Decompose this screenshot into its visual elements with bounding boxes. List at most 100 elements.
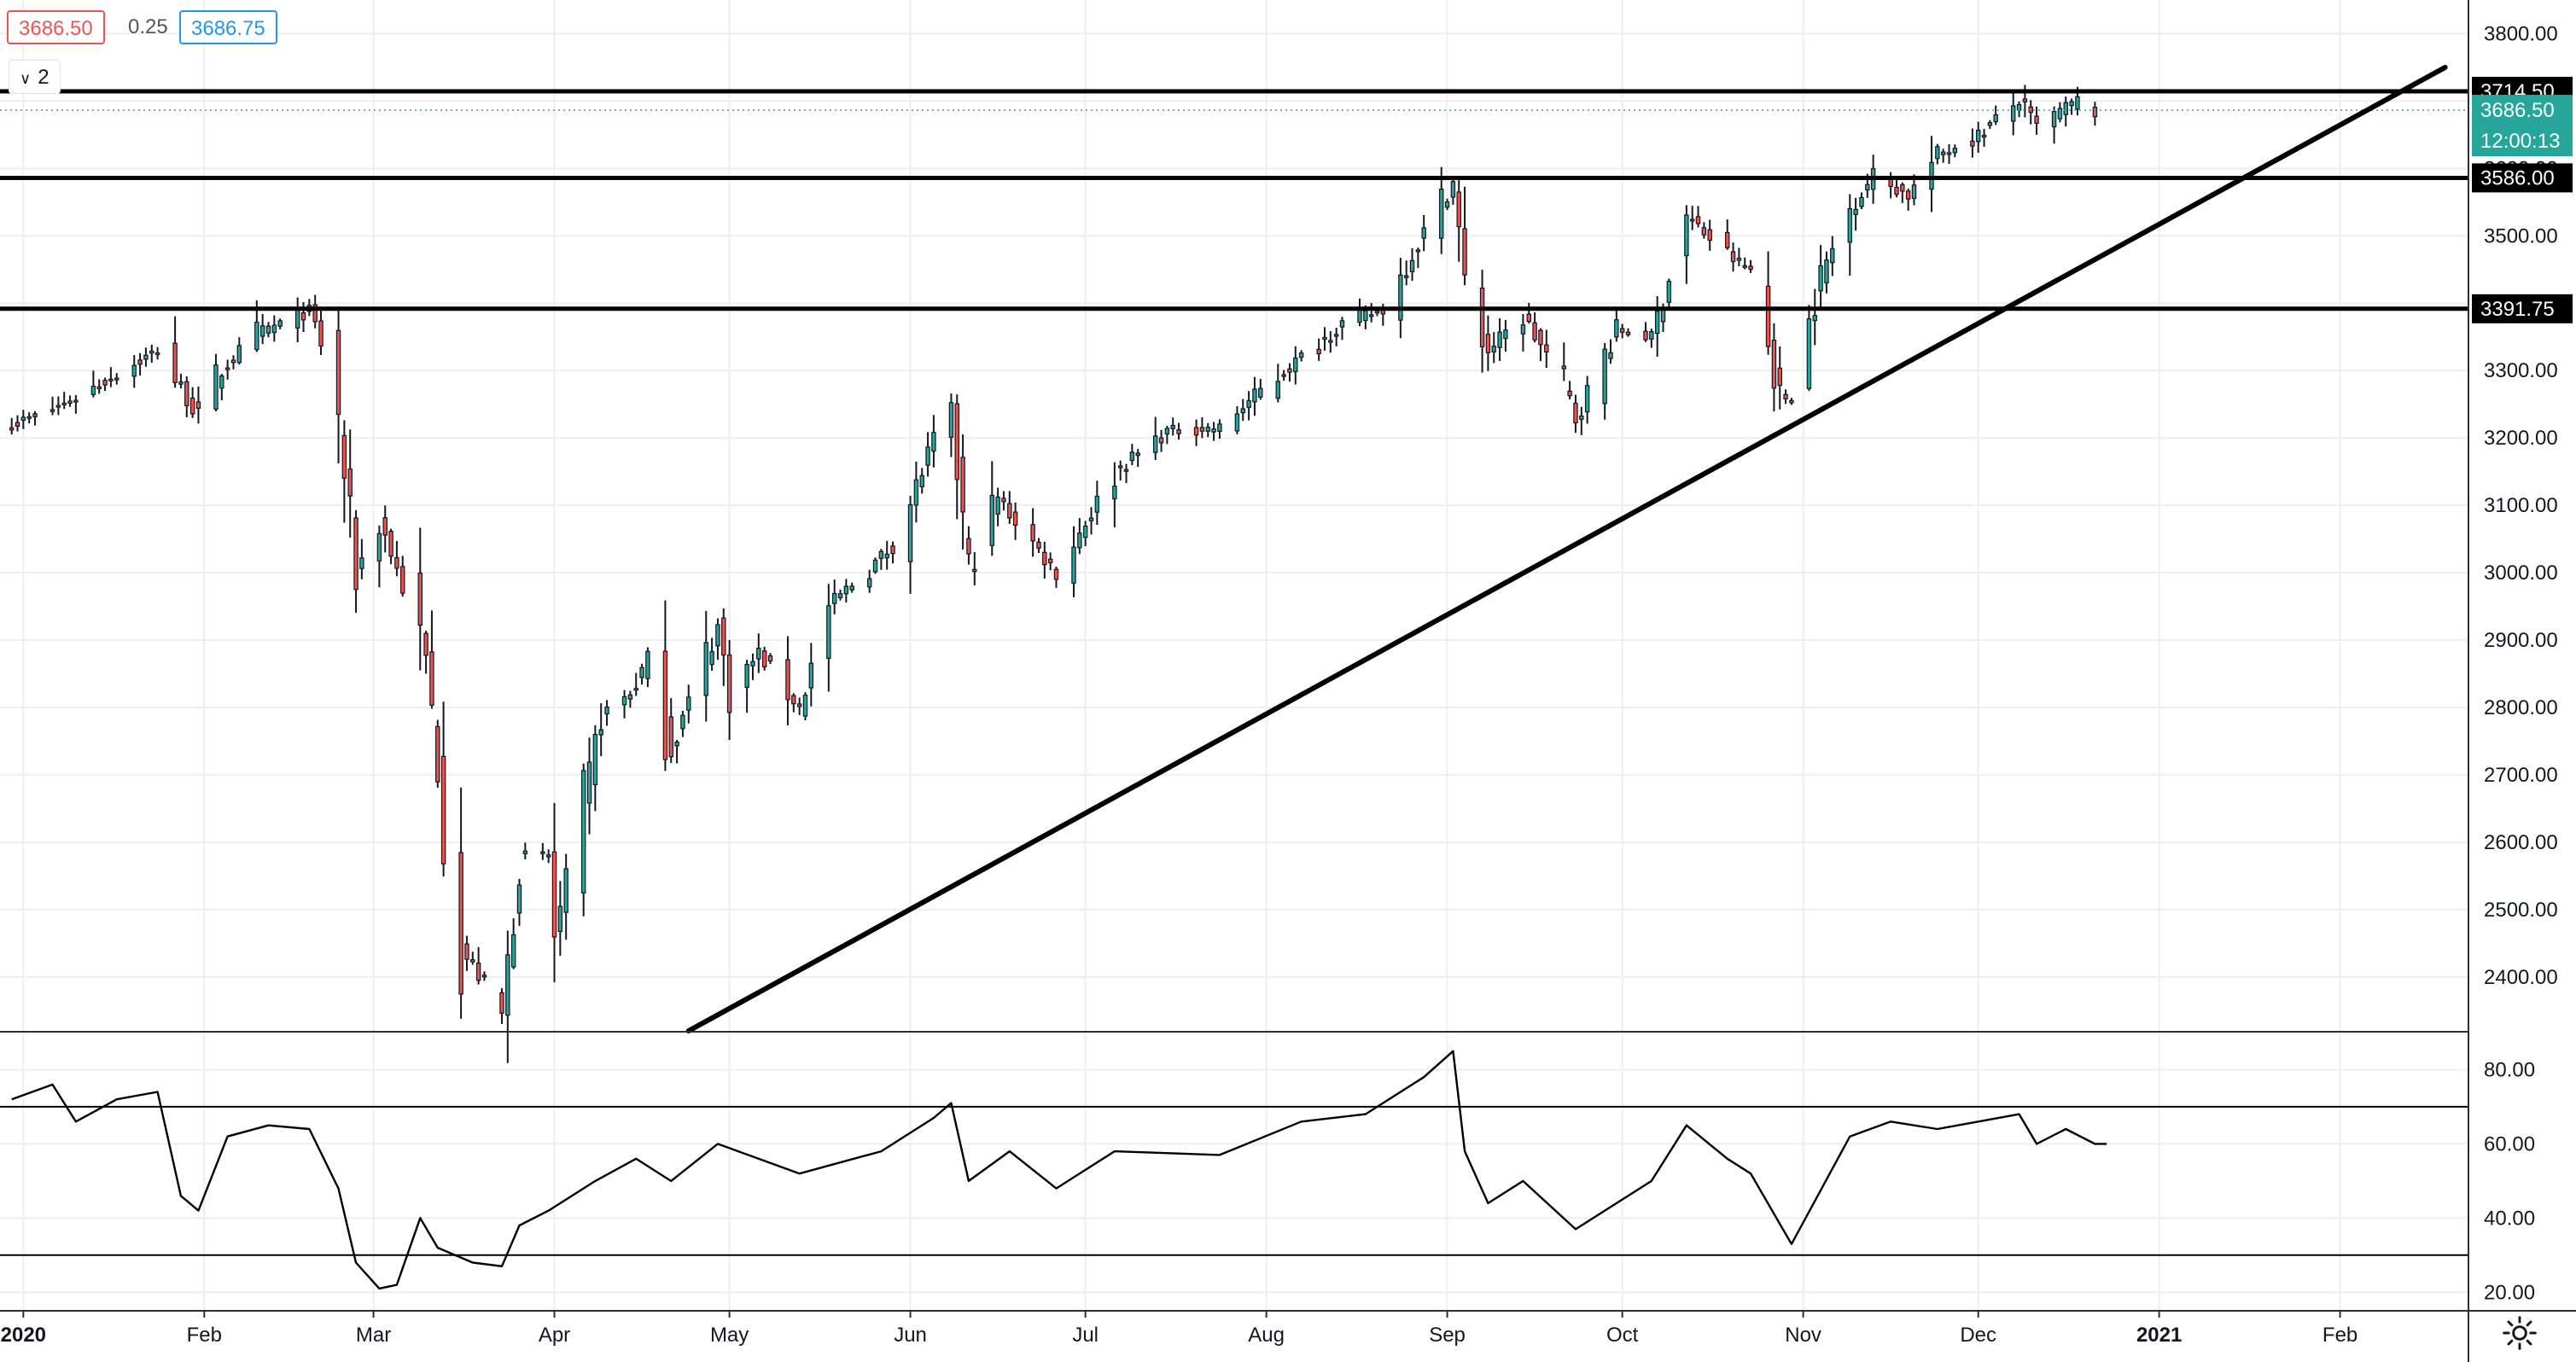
gear-icon[interactable]	[2501, 1314, 2538, 1352]
candle-down	[551, 851, 557, 938]
candle-up	[645, 650, 650, 679]
candle-up	[1608, 352, 1613, 359]
candle-down	[347, 468, 353, 497]
ask-price-badge[interactable]: 3686.75	[179, 10, 277, 44]
candle-up	[1491, 346, 1496, 352]
candle-down	[1730, 251, 1736, 263]
candle-up	[621, 696, 627, 706]
candle-down	[137, 359, 143, 365]
y-tick-label: 2800.00	[2484, 696, 2558, 719]
candle-up	[995, 496, 1000, 515]
candle-up	[1123, 469, 1129, 472]
last-price-text: 3686.50	[2480, 99, 2555, 122]
candle-up	[1847, 207, 1853, 243]
candle-up	[1275, 381, 1280, 399]
candle-up	[149, 350, 154, 354]
candle-up	[32, 413, 38, 417]
candle-down	[1573, 402, 1578, 424]
candle-up	[1818, 265, 1823, 292]
candle-up	[254, 321, 259, 351]
candle-up	[376, 533, 382, 562]
candle-up	[73, 399, 79, 403]
x-tick-label: Jul	[1072, 1324, 1099, 1347]
level-price-text: 3391.75	[2480, 298, 2555, 321]
horizontal-levels[interactable]	[0, 89, 2468, 311]
candle-down	[55, 405, 61, 408]
collapse-indicators-button[interactable]: ∨ 2	[9, 60, 61, 94]
candle-up	[1363, 310, 1368, 322]
candle-up	[1322, 336, 1327, 340]
candle-down	[15, 422, 20, 427]
y-tick-label: 3200.00	[2484, 427, 2558, 450]
candle-up	[831, 592, 837, 604]
indicator-y-tick-label: 40.00	[2484, 1207, 2535, 1230]
candle-up	[744, 664, 749, 689]
candle-down	[1415, 249, 1421, 253]
candle-up	[1812, 315, 1817, 322]
candle-up	[586, 761, 592, 804]
x-tick-label: Mar	[356, 1324, 391, 1347]
candle-down	[1724, 231, 1730, 248]
candle-up	[2011, 105, 2016, 122]
candle-up	[516, 884, 522, 914]
candle-down	[353, 517, 358, 591]
candle-down	[1701, 227, 1707, 236]
candle-down	[966, 538, 971, 555]
candle-up	[680, 714, 685, 730]
x-tick-label: Oct	[1606, 1324, 1639, 1347]
candle-up	[1940, 151, 1946, 155]
candle-up	[236, 345, 242, 364]
candle-up	[1071, 546, 1076, 584]
indicator-y-tick-label: 20.00	[2484, 1281, 2535, 1304]
candle-up	[907, 503, 913, 562]
candle-up	[972, 568, 977, 573]
candle-down	[1526, 313, 1531, 323]
candle-down	[1619, 328, 1625, 333]
bid-price-badge[interactable]: 3686.50	[7, 10, 105, 44]
candle-up	[505, 954, 510, 1016]
candle-up	[1450, 181, 1456, 198]
candle-up	[1742, 265, 1747, 268]
candle-down	[154, 352, 160, 356]
trendline[interactable]	[685, 64, 2448, 1033]
candle-up	[1975, 130, 1981, 143]
candle-up	[20, 416, 26, 422]
candle-down	[114, 377, 119, 381]
candle-up	[1824, 259, 1829, 284]
candle-up	[1952, 148, 1958, 154]
candle-down	[1643, 330, 1648, 340]
candle-up	[1806, 318, 1812, 389]
candle-up	[1152, 435, 1158, 453]
candle-up	[627, 694, 633, 700]
candle-down	[1970, 140, 1975, 147]
candle-down	[429, 651, 434, 706]
indicator-line	[11, 1050, 2107, 1290]
candle-down	[458, 852, 463, 995]
candle-up	[709, 650, 714, 666]
candle-up	[178, 381, 184, 385]
candle-down	[1981, 134, 1987, 138]
candle-up	[522, 850, 528, 854]
candle-up	[1830, 247, 1835, 264]
x-tick-label: 2020	[1, 1324, 46, 1347]
candle-up	[1117, 465, 1123, 469]
candle-down	[1479, 288, 1485, 347]
candle-down	[1900, 183, 1905, 192]
candle-up	[1293, 357, 1298, 373]
candle-up	[265, 325, 271, 334]
candle-down	[791, 695, 796, 705]
candle-up	[2069, 101, 2074, 107]
countdown-text: 12:00:13	[2480, 130, 2560, 153]
candle-up	[2075, 96, 2080, 110]
candle-down	[1053, 568, 1059, 580]
candle-up	[557, 905, 563, 932]
candle-up	[1217, 423, 1222, 433]
candle-down	[1287, 368, 1292, 373]
candle-up	[1993, 114, 1998, 123]
candle-up	[1946, 152, 1952, 155]
candle-up	[294, 308, 300, 329]
candle-up	[604, 706, 609, 715]
indicator-grid	[0, 1033, 2468, 1311]
candle-up	[271, 324, 277, 334]
